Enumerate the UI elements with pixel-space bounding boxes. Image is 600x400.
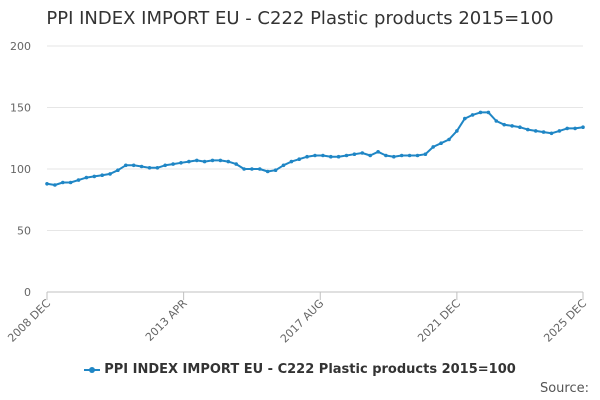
data-point[interactable] (305, 154, 309, 159)
data-point[interactable] (45, 182, 49, 186)
data-point[interactable] (384, 153, 388, 158)
data-point[interactable] (297, 157, 302, 161)
data-point[interactable] (218, 158, 223, 163)
x-axis: 2008 DEC 2013 APR 2017 AUG 2021 DEC 2025 DEC (5, 292, 589, 345)
data-point[interactable] (329, 154, 333, 159)
data-point[interactable] (455, 129, 459, 133)
source-label: Source: (539, 381, 589, 396)
x-tick-label: 2021 DEC (415, 297, 463, 345)
data-point[interactable] (273, 168, 278, 172)
data-point[interactable] (100, 173, 104, 177)
data-point[interactable] (565, 126, 569, 131)
x-tick-label: 2013 APR (143, 297, 190, 344)
data-point[interactable] (447, 137, 451, 142)
data-point[interactable] (415, 153, 420, 158)
y-tick-label: 150 (10, 102, 31, 115)
data-point[interactable] (423, 152, 428, 156)
plot-area (45, 110, 585, 187)
data-point[interactable] (376, 150, 380, 154)
data-point[interactable] (53, 183, 57, 187)
data-point[interactable] (242, 167, 246, 171)
data-point[interactable] (344, 153, 349, 158)
data-point[interactable] (392, 154, 396, 159)
data-point[interactable] (573, 126, 577, 131)
chart-title: PPI INDEX IMPORT EU - C222 Plastic produ… (46, 8, 554, 29)
data-point[interactable] (526, 127, 530, 132)
grid-lines (47, 45, 583, 293)
data-point[interactable] (139, 164, 144, 169)
series-line (46, 111, 584, 186)
data-point[interactable] (360, 151, 365, 155)
data-point[interactable] (92, 174, 97, 179)
data-point[interactable] (470, 113, 475, 117)
data-point[interactable] (234, 162, 238, 166)
data-point[interactable] (313, 153, 317, 158)
data-point[interactable] (502, 122, 507, 127)
x-tick-label: 2008 DEC (5, 297, 53, 345)
data-point[interactable] (557, 129, 562, 133)
data-point[interactable] (336, 154, 341, 159)
data-point[interactable] (549, 131, 554, 136)
data-point[interactable] (281, 163, 286, 168)
data-point[interactable] (68, 180, 73, 185)
data-point[interactable] (431, 145, 436, 149)
y-tick-label: 200 (10, 40, 31, 53)
x-tick-label: 2017 AUG (278, 297, 327, 346)
data-point[interactable] (463, 116, 467, 121)
y-axis: 0 50 100 150 200 (10, 40, 31, 299)
data-point[interactable] (486, 110, 491, 115)
y-tick-label: 100 (10, 163, 31, 176)
data-point[interactable] (147, 166, 152, 170)
y-tick-label: 50 (17, 225, 31, 238)
data-point[interactable] (439, 141, 443, 145)
data-point[interactable] (518, 125, 522, 129)
legend-label: PPI INDEX IMPORT EU - C222 Plastic produ… (104, 362, 516, 377)
data-point[interactable] (494, 119, 499, 123)
y-tick-label: 0 (24, 286, 31, 299)
data-point[interactable] (171, 162, 175, 166)
data-point[interactable] (478, 110, 483, 115)
data-point[interactable] (226, 159, 231, 164)
legend[interactable]: PPI INDEX IMPORT EU - C222 Plastic produ… (0, 362, 600, 377)
data-point[interactable] (61, 180, 65, 185)
x-tick-label: 2025 DEC (541, 297, 589, 345)
data-point[interactable] (131, 163, 136, 168)
data-point[interactable] (321, 153, 325, 158)
data-point[interactable] (250, 167, 254, 171)
data-point[interactable] (76, 178, 81, 182)
data-point[interactable] (116, 168, 120, 172)
data-point[interactable] (399, 153, 404, 158)
data-point[interactable] (124, 163, 128, 168)
data-point[interactable] (179, 161, 183, 165)
data-point[interactable] (210, 158, 215, 163)
data-point[interactable] (195, 158, 199, 163)
data-point[interactable] (407, 153, 412, 158)
data-point[interactable] (533, 129, 538, 133)
data-point[interactable] (368, 153, 373, 158)
data-point[interactable] (510, 124, 514, 128)
data-point[interactable] (289, 159, 294, 164)
data-point[interactable] (155, 166, 160, 170)
data-point[interactable] (84, 175, 89, 180)
data-point[interactable] (187, 159, 191, 164)
data-point[interactable] (202, 159, 207, 164)
data-point[interactable] (541, 130, 546, 134)
data-point[interactable] (352, 152, 357, 156)
legend-swatch (84, 366, 101, 373)
data-point[interactable] (258, 167, 262, 171)
data-point[interactable] (581, 125, 585, 129)
data-point[interactable] (265, 169, 270, 174)
data-point[interactable] (163, 163, 167, 168)
data-point[interactable] (108, 172, 112, 176)
